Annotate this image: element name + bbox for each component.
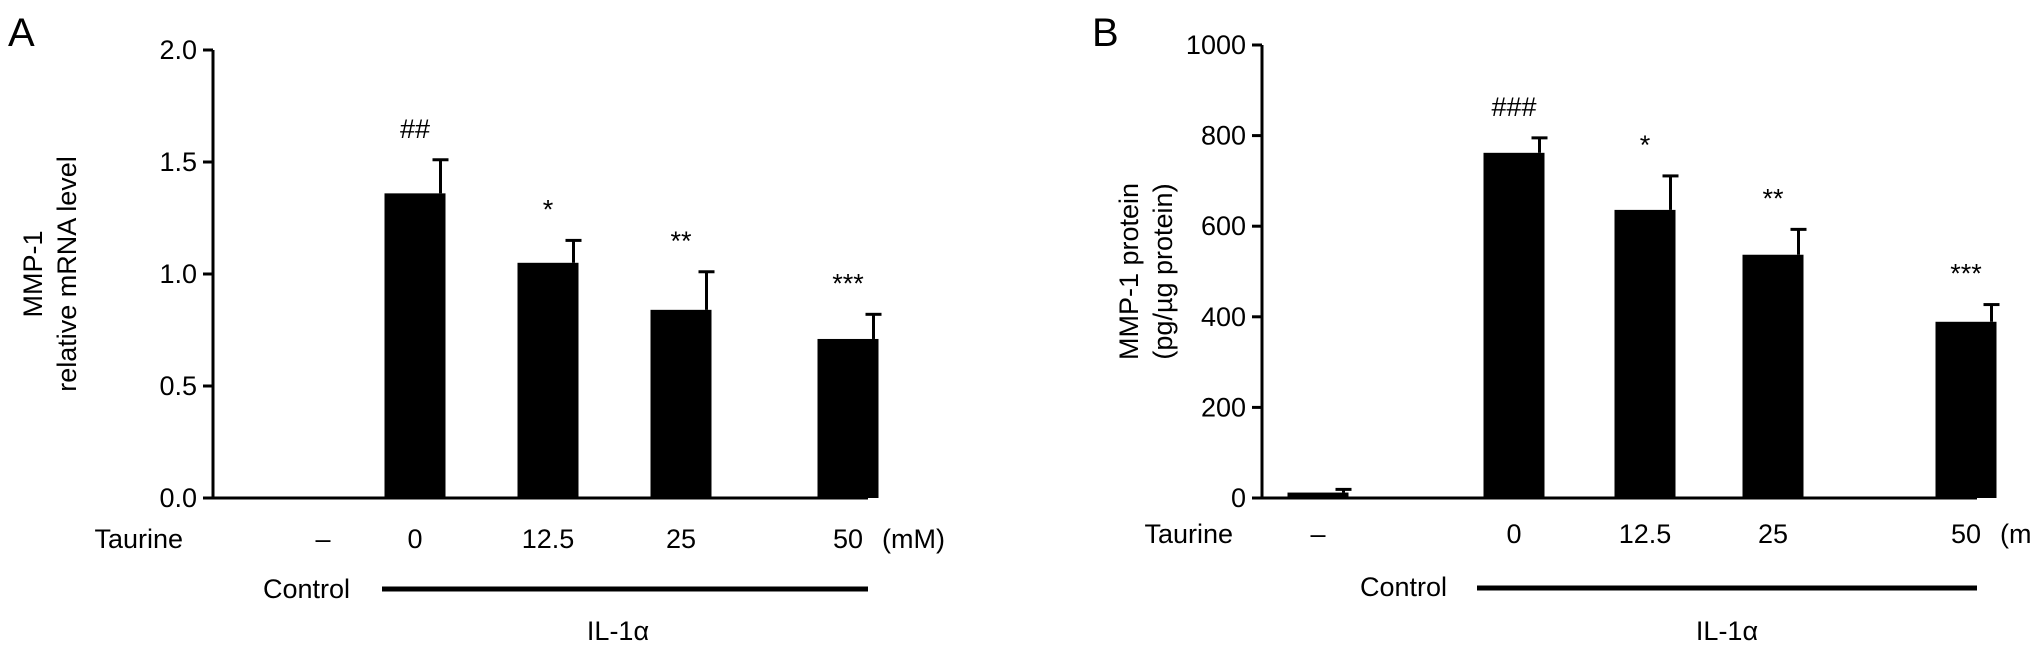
y-tick-label: 0.5 (159, 371, 197, 401)
x-category-label: 0 (407, 524, 422, 554)
significance-label: ** (670, 226, 692, 256)
y-tick-label: 600 (1201, 211, 1246, 241)
y-tick-label: 400 (1201, 302, 1246, 332)
bar (650, 309, 712, 498)
bar (1614, 209, 1676, 498)
control-group-label: Control (1360, 572, 1447, 602)
panel-letter: A (8, 11, 35, 55)
x-category-label: 50 (833, 524, 863, 554)
chart-panel-a: A 0.0 0.5 1.0 1.5 2.0 MMP-1 relative mRNA level… (8, 11, 945, 646)
significance-label: ## (400, 114, 430, 144)
x-category-label: 12.5 (1619, 519, 1672, 549)
y-axis-title-line: relative mRNA level (52, 156, 82, 392)
bar (1287, 492, 1349, 498)
significance-label: * (543, 194, 554, 224)
x-units-label: (mM) (2000, 519, 2032, 549)
bar (517, 262, 579, 498)
bar (817, 338, 879, 498)
x-category-label: – (1310, 519, 1325, 549)
treatment-group-label: IL-1α (1696, 616, 1758, 646)
control-group-label: Control (263, 574, 350, 604)
x-category-label: 25 (1758, 519, 1788, 549)
x-category-label: 12.5 (522, 524, 575, 554)
y-axis-title-line: MMP-1 protein (1114, 183, 1144, 360)
y-tick-label: 0 (1231, 483, 1246, 513)
x-category-label: 50 (1951, 519, 1981, 549)
chart-panel-b: B 0 200 400 600 800 1000 MMP-1 protein (pg/µg pr… (1092, 11, 2032, 646)
y-axis-title-line: MMP-1 (18, 231, 48, 318)
x-category-label: 0 (1506, 519, 1521, 549)
bar (1935, 321, 1997, 498)
significance-label: *** (832, 268, 864, 298)
y-tick-label: 0.0 (159, 483, 197, 513)
y-axis-title-line: (pg/µg protein) (1148, 183, 1178, 359)
treatment-group-label: IL-1α (587, 616, 649, 646)
bar (1483, 152, 1545, 498)
bar (384, 193, 446, 499)
y-tick-label: 2.0 (159, 35, 197, 65)
significance-label: ### (1491, 92, 1536, 122)
significance-label: ** (1762, 183, 1784, 213)
panel-letter: B (1092, 11, 1119, 55)
x-prefix-label: Taurine (1144, 519, 1233, 549)
y-tick-label: 1000 (1186, 30, 1246, 60)
x-prefix-label: Taurine (94, 524, 183, 554)
y-tick-label: 1.5 (159, 147, 197, 177)
y-tick-label: 800 (1201, 121, 1246, 151)
bar (1742, 254, 1804, 498)
significance-label: * (1640, 130, 1651, 160)
significance-label: *** (1950, 259, 1982, 289)
y-tick-label: 200 (1201, 392, 1246, 422)
x-category-label: 25 (666, 524, 696, 554)
x-units-label: (mM) (882, 524, 945, 554)
y-tick-label: 1.0 (159, 259, 197, 289)
x-category-label: – (315, 524, 330, 554)
